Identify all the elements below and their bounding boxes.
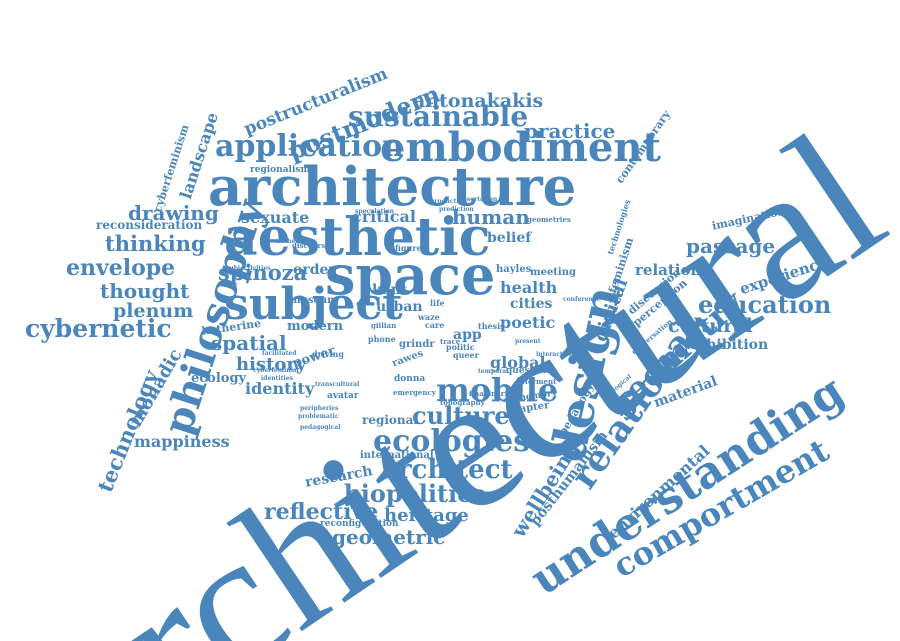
word-education: education — [698, 290, 832, 319]
word-order: order — [293, 262, 336, 278]
word-ecologies: ecologies — [373, 424, 531, 459]
word-international: international — [360, 450, 434, 461]
word-pedagogical: pedagogical — [300, 424, 341, 431]
word-culture: culture — [412, 401, 510, 430]
word-queer: queer — [453, 350, 479, 360]
word-politic: politic — [446, 342, 475, 352]
word-emergency: emergency — [393, 388, 436, 397]
word-health: health — [500, 278, 558, 297]
word-thought: thought — [100, 279, 190, 303]
word-reconfiguration: reconfiguration — [320, 519, 399, 529]
word-interaction: interaction — [536, 351, 574, 358]
word-cultural: cultural — [668, 315, 753, 337]
word-space: space — [325, 243, 496, 307]
word-cities: cities — [510, 296, 553, 312]
word-architect: architect — [381, 455, 513, 485]
word-geometries: geometries — [527, 215, 571, 224]
word-biopolitics: biopolitics — [344, 479, 486, 508]
word-gillian: gillian — [371, 321, 397, 330]
word-transcultural: transcultural — [315, 381, 360, 388]
word-belief: belief — [487, 230, 532, 246]
word-imaginaries: imaginaries — [469, 389, 516, 398]
word-poetic: poetic — [500, 313, 556, 332]
word-discourse: discourse — [292, 241, 330, 250]
word-embodiment: embodiment — [380, 124, 661, 171]
word-passage: passage — [686, 234, 776, 258]
word-figure: figure — [395, 243, 422, 253]
word-envelope: envelope — [66, 255, 176, 281]
word-waze: waze — [418, 312, 440, 322]
word-cyberfeminist: cyberfeminist — [253, 367, 300, 374]
word-cybernetic: cybernetic — [25, 314, 172, 343]
word-human: human — [452, 205, 530, 229]
word-peripheries: peripheries — [300, 405, 339, 412]
word-thinking: thinking — [105, 231, 206, 256]
word-regionalism: regionalism — [250, 165, 310, 175]
word-practice: practice — [524, 119, 616, 143]
word-geometric: geometric — [332, 525, 446, 549]
word-urban: urban — [376, 299, 423, 315]
word-spatial: spatial — [211, 331, 287, 355]
word-sustainable: sustainable — [348, 100, 529, 133]
word-drawing: drawing — [128, 201, 219, 225]
word-antonakakis: antonakakis — [413, 90, 544, 112]
word-facilitated: facilitated — [262, 350, 297, 357]
word-aesthetic: aesthetic — [224, 207, 491, 268]
word-authenticity: authenticity — [276, 238, 317, 245]
word-meeting: meeting — [530, 267, 576, 278]
word-avatar: avatar — [327, 391, 359, 401]
word-conference: conference — [563, 296, 601, 303]
word-exhibition: exhibition — [689, 337, 769, 353]
word-ecology: ecology — [191, 371, 247, 386]
word-life: life — [430, 298, 445, 308]
word-prediction: prediction — [439, 206, 474, 213]
word-global: global — [490, 353, 546, 372]
word-thesis: thesis — [478, 321, 505, 331]
word-identities: identities — [261, 375, 293, 382]
word-dissertation: dissertation — [457, 196, 498, 203]
word-donna: donna — [394, 374, 426, 384]
word-subject: subject — [224, 279, 403, 330]
word-ferment: ferment — [525, 377, 557, 386]
word-topography: topography — [440, 398, 485, 407]
word-production: production — [430, 198, 467, 205]
word-spinoza: spinoza — [218, 260, 308, 285]
word-plenum: plenum — [113, 300, 194, 322]
word-relation: relation — [635, 261, 702, 279]
word-mobile: mobile — [436, 371, 559, 409]
word-reflective: reflective — [264, 499, 379, 525]
word-present: present — [515, 338, 541, 345]
word-temporal: temporal — [478, 368, 509, 375]
word-technology: technology — [92, 366, 164, 496]
word-subjectivities: subjectivities — [226, 265, 271, 272]
word-identity: identity — [245, 379, 315, 398]
word-critical: critical — [352, 207, 416, 226]
word-reconsideration: reconsideration — [96, 218, 203, 232]
word-regional: regional — [362, 413, 418, 427]
word-kant: kant — [372, 282, 408, 298]
word-mappiness: mappiness — [134, 432, 230, 451]
word-trace: trace — [440, 337, 461, 346]
word-heritage: heritage — [384, 505, 469, 526]
word-phone: phone — [368, 334, 396, 344]
word-history: history — [236, 354, 307, 375]
word-grindr: grindr — [399, 339, 435, 350]
word-driving: driving — [312, 349, 344, 359]
word-sexuate: sexuate — [241, 208, 310, 227]
word-museum: museum — [290, 295, 338, 306]
word-app: app — [453, 327, 482, 343]
word-architecture: architecture — [208, 156, 577, 218]
word-care: care — [425, 320, 445, 330]
word-question: question — [506, 366, 550, 376]
word-problematic: problematic — [298, 413, 339, 420]
word-hayles: hayles — [496, 264, 532, 275]
word-speculation: speculation — [355, 208, 394, 215]
word-modern: modern — [287, 319, 344, 334]
word-application: application — [215, 129, 404, 164]
